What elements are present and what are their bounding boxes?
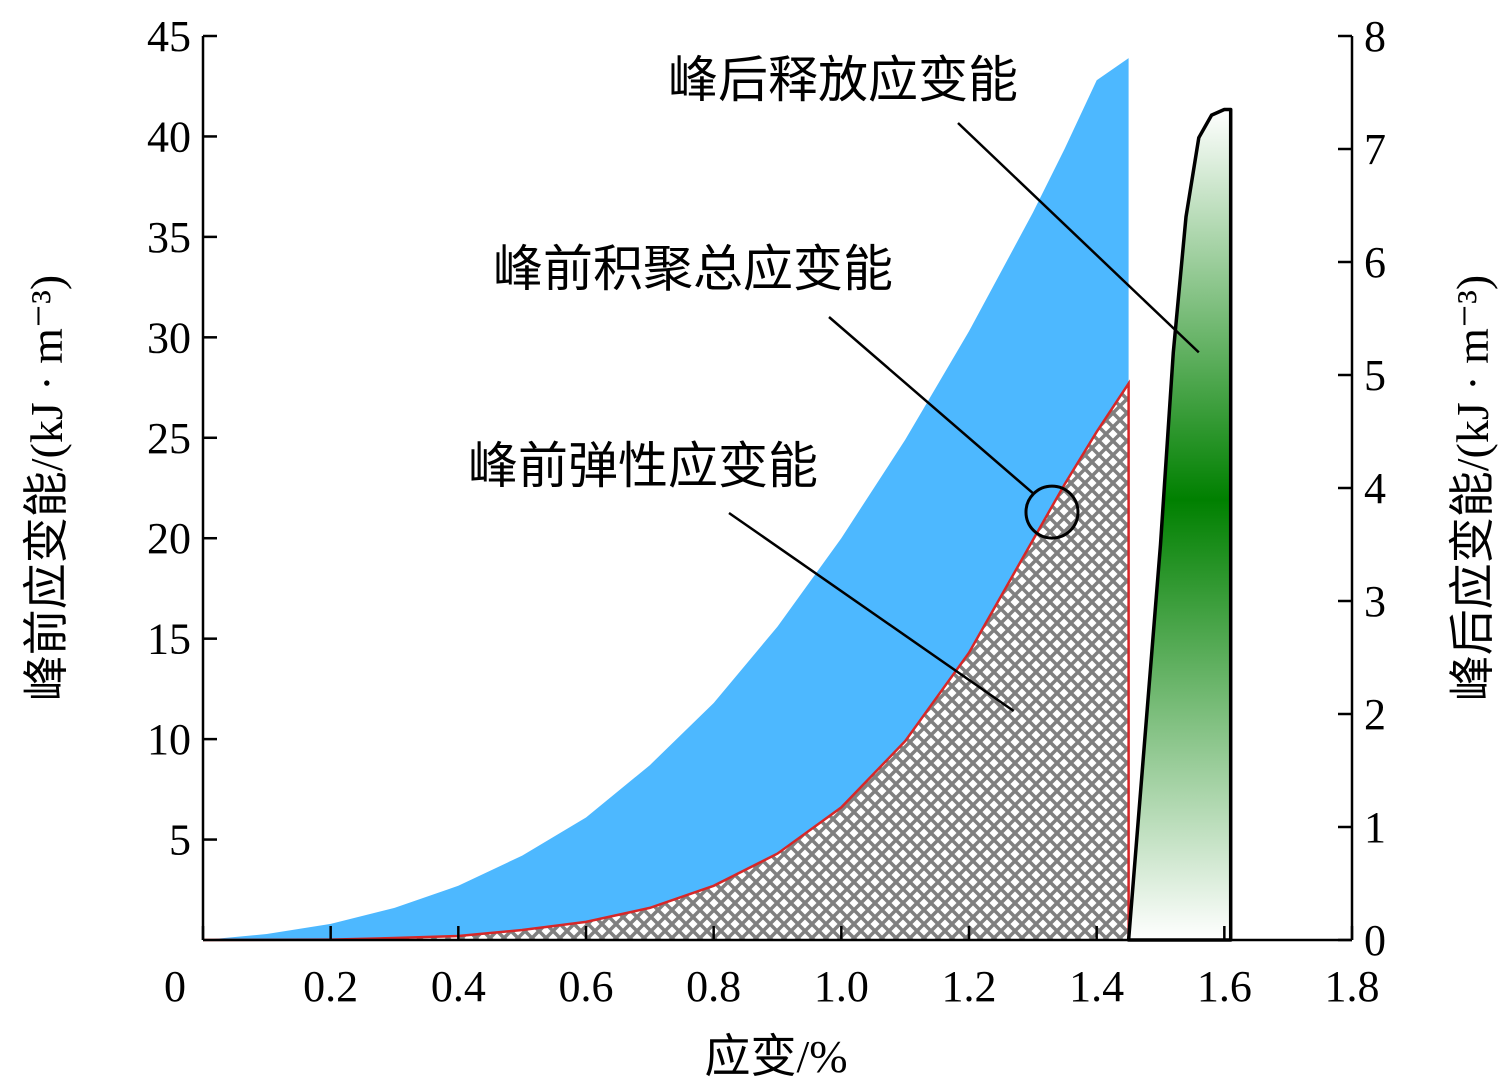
annotation-leader-line xyxy=(728,511,1015,713)
y-right-tick-label: 3 xyxy=(1364,577,1386,626)
series-area-pre-peak-elastic xyxy=(203,383,1129,940)
series-area-pre-peak-total xyxy=(203,58,1129,941)
y-left-tick-label: 5 xyxy=(169,816,191,865)
y-left-tick-label: 30 xyxy=(147,313,191,362)
series-line-pre-peak-elastic xyxy=(202,379,1130,942)
y-right-tick-label: 4 xyxy=(1364,464,1386,513)
x-tick-label: 0.8 xyxy=(686,962,741,1011)
y-right-tick-label: 5 xyxy=(1364,351,1386,400)
y-axis-right-title: 峰后应变能/(kJ · m⁻³) xyxy=(1447,275,1498,702)
highlight-circle xyxy=(1024,484,1080,540)
annotation-leader-line xyxy=(957,122,1200,354)
y-left-tick-label: 35 xyxy=(147,213,191,262)
x-tick-label: 1.8 xyxy=(1325,962,1380,1011)
annotation-label-post-peak-released: 峰后释放应变能 xyxy=(668,52,1018,108)
plot-area xyxy=(202,58,1233,942)
y-left-tick-label: 15 xyxy=(147,615,191,664)
x-tick-label: 0.6 xyxy=(559,962,614,1011)
x-tick-label: 0.2 xyxy=(303,962,358,1011)
y-right-tick-label: 0 xyxy=(1364,916,1386,965)
y-right-tick-label: 8 xyxy=(1364,12,1386,61)
y-left-tick-label: 25 xyxy=(147,414,191,463)
y-axis-left-title: 峰前应变能/(kJ · m⁻³) xyxy=(21,275,72,702)
y-right-tick-label: 2 xyxy=(1364,690,1386,739)
y-right-tick-label: 6 xyxy=(1364,238,1386,287)
y-left-tick-label: 20 xyxy=(147,514,191,563)
x-tick-label: 1.2 xyxy=(942,962,997,1011)
x-tick-label: 0.4 xyxy=(431,962,486,1011)
annotations: 峰后释放应变能 峰前积聚总应变能 峰前弹性应变能 xyxy=(468,52,1200,713)
x-tick-label: 1.6 xyxy=(1197,962,1252,1011)
x-tick-label: 0 xyxy=(164,962,186,1011)
x-tick-label: 1.0 xyxy=(814,962,869,1011)
series-area-post-peak-released xyxy=(1126,107,1233,942)
y-left-tick-label: 10 xyxy=(147,715,191,764)
y-right-tick-label: 7 xyxy=(1364,125,1386,174)
annotation-leader-line xyxy=(828,316,1035,496)
y-right-tick-label: 1 xyxy=(1364,803,1386,852)
y-left-tick-label: 45 xyxy=(147,12,191,61)
annotation-label-pre-peak-elastic: 峰前弹性应变能 xyxy=(468,438,818,494)
annotation-label-pre-peak-total: 峰前积聚总应变能 xyxy=(493,241,893,297)
axes: 0 0.2 0.4 0.6 0.8 1.0 1.2 1.4 1.6 1.8510152025303… xyxy=(147,12,1386,1011)
x-axis-title: 应变/% xyxy=(704,1031,847,1082)
x-tick-label: 1.4 xyxy=(1069,962,1124,1011)
y-left-tick-label: 40 xyxy=(147,112,191,161)
